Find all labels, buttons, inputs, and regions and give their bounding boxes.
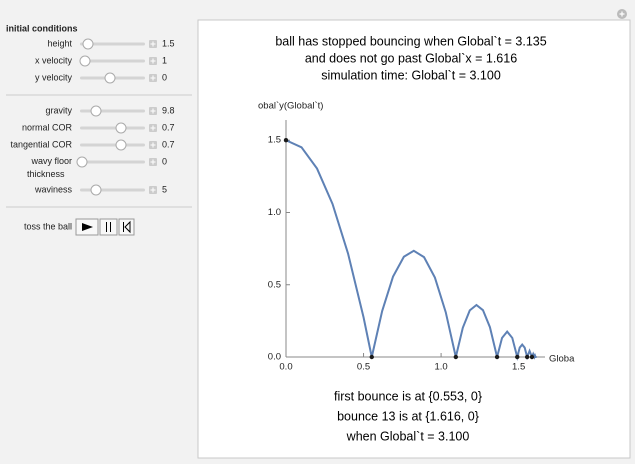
control-value: 9.8 (162, 105, 175, 115)
control-label: x velocity (35, 55, 73, 65)
bounce-point (283, 138, 289, 143)
control-value: 1.5 (162, 38, 175, 48)
control-label: waviness (34, 184, 73, 194)
chart-title: simulation time: Global`t = 3.100 (321, 68, 501, 82)
slider-track (80, 109, 145, 113)
slider-thumb[interactable] (115, 122, 127, 134)
chart-title: and does not go past Global`x = 1.616 (305, 51, 517, 65)
expand-icon (150, 142, 156, 148)
control-label: wavy floor thickness (27, 156, 72, 179)
expand-icon (150, 159, 156, 165)
annotation: bounce 13 is at {1.616, 0} (337, 409, 479, 423)
play-controls (75, 218, 135, 236)
control-value: 0.7 (162, 122, 175, 132)
slider-track (80, 59, 145, 63)
control-value: 0 (162, 72, 167, 82)
slider-thumb[interactable] (79, 55, 91, 67)
expand-icon (150, 108, 156, 114)
bounce-point (524, 354, 530, 360)
play-icon (82, 223, 93, 231)
slider-thumb[interactable] (104, 72, 116, 84)
bounce-point (529, 354, 535, 360)
pause-button[interactable] (99, 218, 118, 236)
chart-title: ball has stopped bouncing when Global`t … (275, 34, 546, 48)
reset-icon (123, 220, 131, 234)
slider-track (80, 143, 145, 147)
x-tick-label: 0.0 (279, 362, 292, 373)
reset-button[interactable] (118, 218, 135, 236)
slider-thumb[interactable] (90, 105, 102, 117)
expand-icon (150, 41, 156, 47)
slider-track (80, 126, 145, 130)
expand-icon (150, 58, 156, 64)
pause-icon (106, 222, 111, 232)
expand-icon (150, 75, 156, 81)
control-value: 0 (162, 156, 167, 166)
slider-thumb[interactable] (82, 38, 94, 50)
y-tick-label: 0.0 (268, 352, 281, 363)
x-tick-label: 1.5 (512, 362, 525, 373)
bounce-point (494, 354, 500, 360)
options-icon (619, 11, 625, 17)
label-line: thickness (27, 169, 65, 179)
x-axis-label: Globa (549, 354, 575, 365)
y-tick-label: 0.5 (268, 279, 281, 290)
slider-track (80, 160, 145, 164)
trajectory (285, 139, 537, 361)
section-title: initial conditions (6, 23, 78, 33)
slider-track (80, 42, 145, 46)
control-label: normal COR (22, 122, 73, 132)
x-tick-label: 0.5 (357, 362, 370, 373)
x-tick-label: 1.0 (434, 362, 447, 373)
bounce-point (369, 354, 374, 360)
expand-icon (150, 187, 156, 193)
y-tick-label: 1.5 (268, 135, 281, 146)
y-axis-label: obal`y(Global`t) (258, 101, 323, 112)
control-label: y velocity (35, 72, 73, 82)
slider-thumb[interactable] (90, 184, 102, 196)
bounce-point (515, 354, 520, 360)
control-label: gravity (45, 105, 72, 115)
control-value: 1 (162, 55, 167, 65)
annotation: when Global`t = 3.100 (346, 429, 470, 443)
control-label: height (47, 38, 72, 48)
control-value: 5 (162, 184, 167, 194)
slider-track (80, 188, 145, 192)
control-value: 0.7 (162, 139, 175, 149)
annotation: first bounce is at {0.553, 0} (334, 389, 482, 403)
button-label: toss the ball (24, 221, 72, 231)
slider-thumb[interactable] (115, 139, 127, 151)
output-panel (197, 19, 631, 459)
label-line: wavy floor (30, 156, 72, 166)
bounce-point (453, 354, 459, 360)
y-tick-label: 1.0 (268, 207, 281, 218)
expand-icon (150, 125, 156, 131)
slider-thumb[interactable] (76, 156, 88, 168)
control-label: tangential COR (10, 139, 72, 149)
